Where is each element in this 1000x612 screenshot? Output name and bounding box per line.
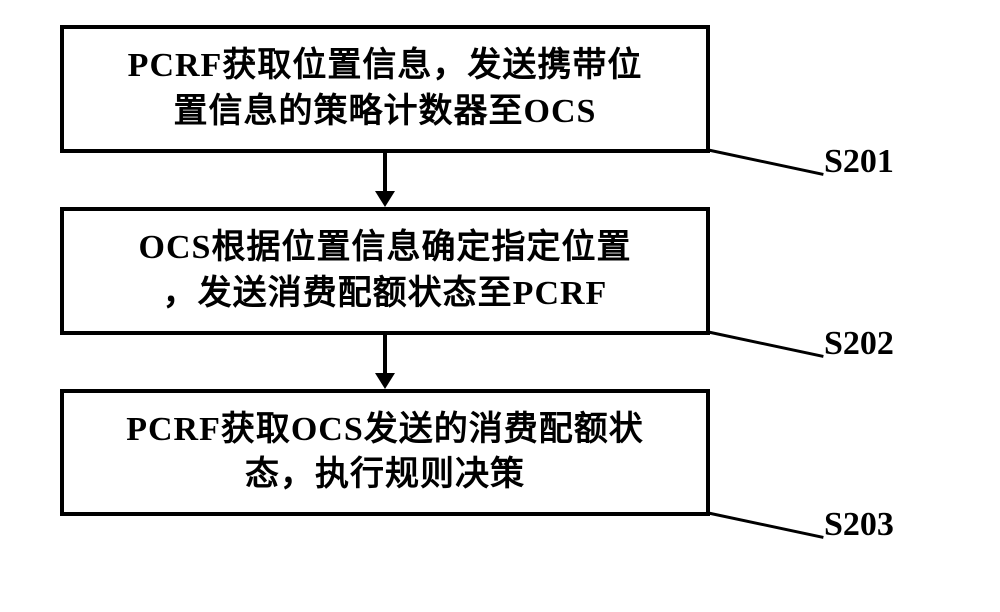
flow-step-text: OCS根据位置信息确定指定位置	[82, 225, 688, 271]
flow-step-s202: OCS根据位置信息确定指定位置，发送消费配额状态至PCRFS202	[60, 207, 710, 335]
flow-step-s203: PCRF获取OCS发送的消费配额状态，执行规则决策S203	[60, 389, 710, 517]
flow-arrow	[60, 153, 710, 207]
flow-step-text: ，发送消费配额状态至PCRF	[82, 271, 688, 317]
flow-step-s201: PCRF获取位置信息，发送携带位置信息的策略计数器至OCSS201	[60, 25, 710, 153]
flow-step-text: 态，执行规则决策	[82, 452, 688, 498]
step-label: S202	[824, 321, 894, 367]
label-leader	[706, 511, 824, 539]
flowchart-container: PCRF获取位置信息，发送携带位置信息的策略计数器至OCSS201OCS根据位置…	[60, 25, 940, 516]
flow-step-text: 置信息的策略计数器至OCS	[82, 89, 688, 135]
flow-step-text: PCRF获取位置信息，发送携带位	[82, 43, 688, 89]
label-leader	[706, 330, 824, 358]
step-label: S203	[824, 502, 894, 548]
label-leader	[706, 148, 824, 176]
flow-arrow	[60, 335, 710, 389]
step-label: S201	[824, 139, 894, 185]
flow-step-text: PCRF获取OCS发送的消费配额状	[82, 407, 688, 453]
